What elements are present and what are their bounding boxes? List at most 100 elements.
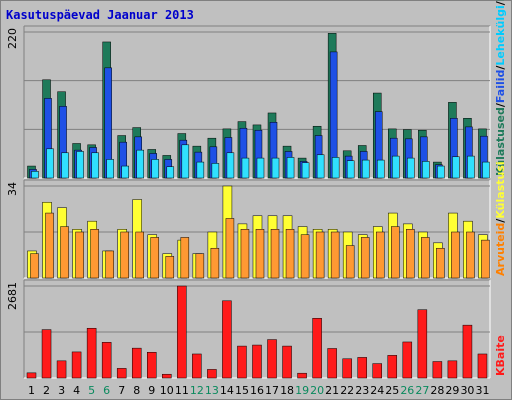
legend-entry: Külastusi xyxy=(494,161,507,218)
bar-arvuteid xyxy=(315,231,325,279)
bar-kbaite xyxy=(207,369,217,379)
x-tick-label: 15 xyxy=(235,384,249,397)
bar-kbaite xyxy=(267,339,277,379)
x-tick-label: 3 xyxy=(58,384,65,397)
y-max-label-top: 220 xyxy=(6,28,19,49)
bar-lehekulgi xyxy=(392,155,400,179)
bar-arvuteid xyxy=(285,229,295,279)
x-tick-label: 28 xyxy=(430,384,444,397)
bar-arvuteid xyxy=(60,226,69,279)
x-tick-label: 27 xyxy=(415,384,429,397)
legend-separator: / xyxy=(494,0,507,5)
bar-arvuteid xyxy=(75,231,84,279)
bar-arvuteid xyxy=(300,234,310,279)
bar-kbaite xyxy=(26,372,37,379)
x-tick-label: 21 xyxy=(325,384,339,397)
x-tick-label: 4 xyxy=(73,384,80,397)
bar-lehekulgi xyxy=(316,154,325,179)
bar-kbaite xyxy=(357,357,367,379)
bar-lehekulgi xyxy=(331,157,340,179)
legend-middle: Arvuteid/Külastusi xyxy=(494,161,507,276)
bar-kbaite xyxy=(342,358,352,379)
bar-kbaite xyxy=(327,348,337,379)
bar-kbaite xyxy=(432,361,443,379)
legend-bottom: KBaite xyxy=(494,335,507,376)
bar-lehekulgi xyxy=(61,152,69,179)
bar-arvuteid xyxy=(451,231,460,279)
bar-kbaite xyxy=(101,342,112,379)
bar-lehekulgi xyxy=(226,152,235,179)
x-tick-label: 10 xyxy=(160,384,174,397)
legend-separator: / xyxy=(494,218,507,223)
bar-arvuteid xyxy=(120,231,129,279)
x-tick-label: 26 xyxy=(400,384,414,397)
bar-kbaite xyxy=(147,352,157,379)
bar-lehekulgi xyxy=(136,149,144,179)
bar-lehekulgi xyxy=(301,162,310,179)
bar-kbaite xyxy=(372,363,382,379)
bar-arvuteid xyxy=(270,229,280,279)
x-tick-label: 17 xyxy=(265,384,279,397)
bar-lehekulgi xyxy=(422,161,430,179)
bar-lehekulgi xyxy=(151,159,160,179)
bar-lehekulgi xyxy=(452,156,460,179)
bar-kbaite xyxy=(222,300,232,379)
bar-lehekulgi xyxy=(256,157,265,179)
legend-entry: Külastused xyxy=(494,107,507,176)
bar-arvuteid xyxy=(240,229,250,279)
bar-lehekulgi xyxy=(121,165,129,179)
bar-kbaite xyxy=(252,344,262,379)
bar-arvuteid xyxy=(406,229,415,279)
bar-arvuteid xyxy=(225,218,235,279)
bar-kbaite xyxy=(312,318,322,379)
x-tick-label: 5 xyxy=(88,384,95,397)
bar-lehekulgi xyxy=(482,161,490,179)
x-tick-label: 20 xyxy=(310,384,324,397)
x-tick-label: 6 xyxy=(103,384,110,397)
bar-kbaite xyxy=(447,360,458,379)
x-tick-label: 25 xyxy=(385,384,399,397)
x-tick-label: 30 xyxy=(460,384,474,397)
bar-arvuteid xyxy=(105,250,114,279)
bar-arvuteid xyxy=(391,226,400,279)
bar-lehekulgi xyxy=(407,157,415,179)
bar-lehekulgi xyxy=(46,148,54,179)
x-tick-label: 29 xyxy=(445,384,459,397)
bar-arvuteid xyxy=(421,237,430,279)
bar-lehekulgi xyxy=(211,163,220,179)
bar-lehekulgi xyxy=(181,144,190,179)
bar-arvuteid xyxy=(481,239,490,279)
bar-arvuteid xyxy=(195,253,205,279)
y-max-label-bottom: 2681 xyxy=(6,282,19,310)
bar-lehekulgi xyxy=(286,157,295,179)
chart-title: Kasutuspäevad Jaanuar 2013 xyxy=(6,8,194,22)
x-tick-label: 24 xyxy=(370,384,384,397)
x-tick-label: 7 xyxy=(118,384,125,397)
bar-kbaite xyxy=(462,324,473,379)
bar-kbaite xyxy=(131,347,142,379)
bar-kbaite xyxy=(56,360,67,379)
bar-arvuteid xyxy=(180,237,190,279)
x-tick-label: 31 xyxy=(475,384,489,397)
bar-arvuteid xyxy=(165,256,175,279)
legend-entry: KBaite xyxy=(494,335,507,376)
bar-kbaite xyxy=(116,368,127,379)
y-max-label-middle: 34 xyxy=(6,182,19,196)
bar-kbaite xyxy=(177,285,187,379)
bar-lehekulgi xyxy=(467,155,475,179)
legend-entry: Arvuteid xyxy=(494,223,507,276)
legend-entry: Pöördumisi xyxy=(494,0,507,1)
bar-kbaite xyxy=(477,353,488,379)
bar-arvuteid xyxy=(360,237,370,279)
legend-top: Külastused/Failid/Lehekülgi/Pöördumisi xyxy=(494,0,507,176)
x-tick-label: 1 xyxy=(28,384,35,397)
x-tick-label: 13 xyxy=(205,384,219,397)
x-tick-label: 19 xyxy=(295,384,309,397)
bar-lehekulgi xyxy=(196,161,205,179)
bar-kbaite xyxy=(162,373,172,379)
x-tick-label: 2 xyxy=(43,384,50,397)
bar-lehekulgi xyxy=(106,159,114,179)
bar-kbaite xyxy=(417,309,428,379)
bar-lehekulgi xyxy=(76,151,84,179)
bar-kbaite xyxy=(282,345,292,379)
